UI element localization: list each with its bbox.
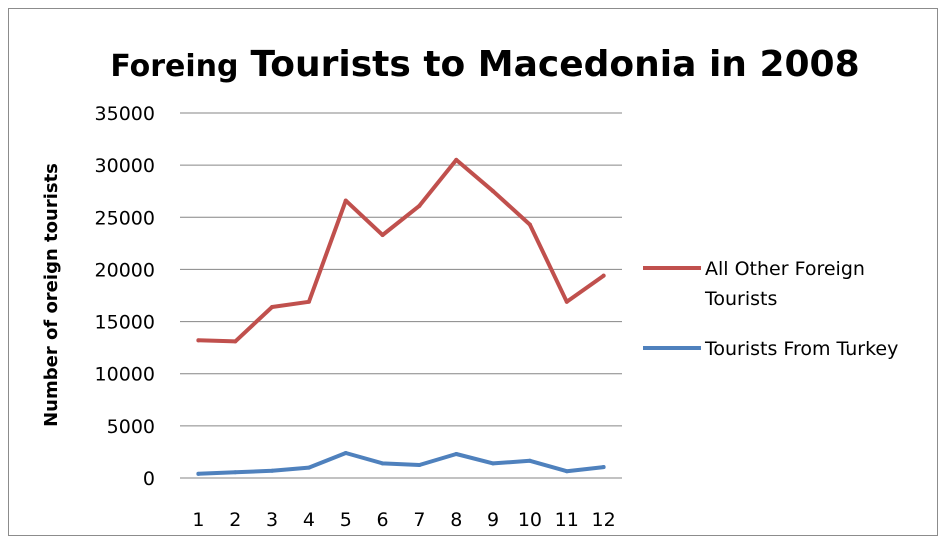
x-tick-label: 3 bbox=[266, 509, 278, 531]
chart-title-part1: Foreing bbox=[110, 49, 238, 84]
data-point bbox=[380, 233, 385, 238]
data-point bbox=[306, 465, 311, 470]
y-tick-label: 25000 bbox=[95, 207, 155, 229]
legend: All Other Foreign Tourists Tourists From T… bbox=[643, 258, 898, 360]
data-point bbox=[196, 338, 201, 343]
y-tick-label: 15000 bbox=[95, 312, 155, 334]
chart-title: Foreing Tourists to Macedonia in 2008 bbox=[110, 44, 859, 85]
gridlines bbox=[180, 112, 622, 479]
data-point bbox=[491, 461, 496, 466]
data-point bbox=[343, 450, 348, 455]
chart-title-part2: Tourists to Macedonia in 2008 bbox=[250, 44, 859, 85]
data-point bbox=[454, 157, 459, 162]
data-point bbox=[491, 189, 496, 194]
x-tick-label: 5 bbox=[340, 509, 352, 531]
data-point bbox=[343, 198, 348, 203]
x-tick-labels: 1 2 3 4 5 6 7 8 9 10 11 12 bbox=[192, 509, 615, 531]
data-point bbox=[564, 299, 569, 304]
y-axis-label: Number of oreign tourists bbox=[41, 163, 62, 427]
data-point bbox=[380, 461, 385, 466]
x-tick-label: 11 bbox=[555, 509, 579, 531]
x-tick-label: 12 bbox=[591, 509, 615, 531]
y-tick-label: 10000 bbox=[95, 364, 155, 386]
x-tick-label: 8 bbox=[450, 509, 462, 531]
y-tick-labels: 0 5000 10000 15000 20000 25000 30000 35000 bbox=[95, 103, 155, 490]
x-tick-label: 9 bbox=[487, 509, 499, 531]
data-point bbox=[417, 203, 422, 208]
x-tick-label: 7 bbox=[413, 509, 425, 531]
data-point bbox=[306, 299, 311, 304]
legend-label: All Other Foreign bbox=[705, 258, 865, 280]
x-tick-label: 2 bbox=[229, 509, 241, 531]
series-lines bbox=[196, 157, 606, 476]
data-point bbox=[564, 469, 569, 474]
legend-label: Tourists From Turkey bbox=[704, 338, 898, 360]
data-point bbox=[233, 470, 238, 475]
series-line bbox=[196, 451, 606, 476]
data-point bbox=[233, 339, 238, 344]
x-tick-label: 6 bbox=[377, 509, 389, 531]
data-point bbox=[527, 458, 532, 463]
x-tick-label: 10 bbox=[518, 509, 542, 531]
y-tick-label: 35000 bbox=[95, 103, 155, 125]
data-point bbox=[270, 304, 275, 309]
y-tick-label: 5000 bbox=[107, 416, 155, 438]
y-tick-label: 20000 bbox=[95, 259, 155, 281]
x-tick-label: 4 bbox=[303, 509, 315, 531]
legend-label: Tourists bbox=[704, 288, 777, 310]
chart-frame bbox=[8, 8, 938, 536]
data-point bbox=[196, 471, 201, 476]
data-point bbox=[601, 465, 606, 470]
data-point bbox=[270, 468, 275, 473]
data-point bbox=[527, 222, 532, 227]
data-point bbox=[601, 273, 606, 278]
x-tick-label: 1 bbox=[192, 509, 204, 531]
data-point bbox=[454, 452, 459, 457]
data-point bbox=[417, 462, 422, 467]
y-tick-label: 30000 bbox=[95, 155, 155, 177]
y-tick-label: 0 bbox=[143, 468, 155, 490]
series-line bbox=[196, 157, 606, 344]
